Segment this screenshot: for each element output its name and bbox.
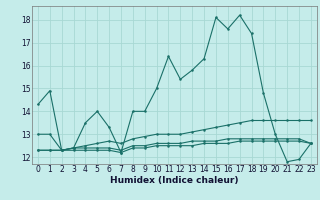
X-axis label: Humidex (Indice chaleur): Humidex (Indice chaleur): [110, 176, 239, 185]
